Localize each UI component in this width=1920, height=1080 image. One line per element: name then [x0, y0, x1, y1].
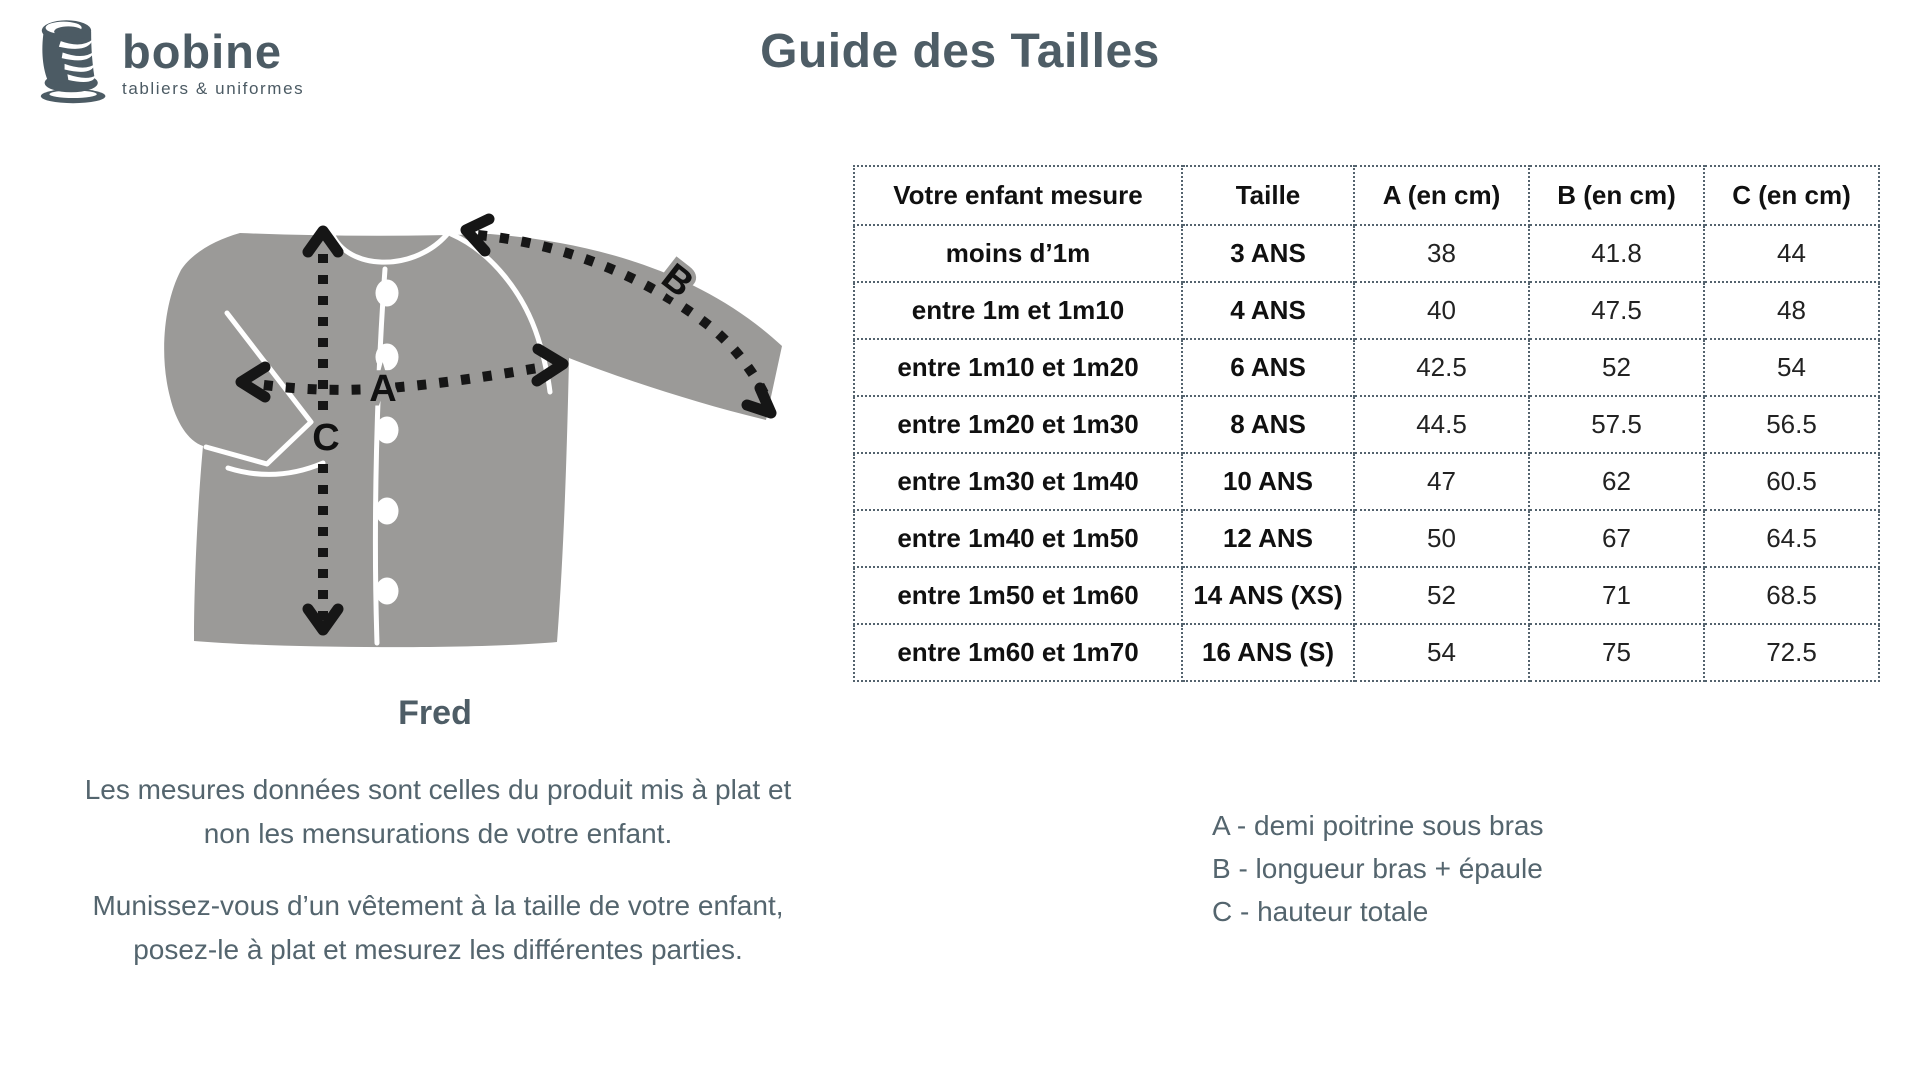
height-range-cell: entre 1m30 et 1m40	[853, 452, 1183, 511]
measure-value-cell: 56.5	[1703, 395, 1880, 454]
size-table-row: entre 1m60 et 1m70 16 ANS (S) 54 75 72.5	[853, 623, 1880, 682]
measure-value-cell: 47	[1353, 452, 1530, 511]
size-table-header-cell: Taille	[1181, 165, 1355, 226]
measure-value-cell: 68.5	[1703, 566, 1880, 625]
size-cell: 4 ANS	[1181, 281, 1355, 340]
height-range-cell: entre 1m60 et 1m70	[853, 623, 1183, 682]
size-cell: 8 ANS	[1181, 395, 1355, 454]
measure-value-cell: 48	[1703, 281, 1880, 340]
measure-value-cell: 72.5	[1703, 623, 1880, 682]
measure-value-cell: 52	[1353, 566, 1530, 625]
size-cell: 16 ANS (S)	[1181, 623, 1355, 682]
measure-label-c: C	[312, 417, 339, 459]
size-table-row: moins d’1m 3 ANS 38 41.8 44	[853, 224, 1880, 283]
measure-value-cell: 75	[1528, 623, 1705, 682]
button-icon	[375, 497, 399, 525]
note-flat-measures: Les mesures données sont celles du produ…	[84, 774, 792, 849]
button-icon	[375, 577, 399, 605]
brand-logo: bobine tabliers & uniformes	[38, 16, 304, 106]
product-name: Fred	[398, 694, 472, 732]
size-table-header-row: Votre enfant mesure Taille A (en cm) B (en …	[853, 165, 1880, 226]
height-range-cell: entre 1m20 et 1m30	[853, 395, 1183, 454]
size-cell: 3 ANS	[1181, 224, 1355, 283]
size-table-header-cell: Votre enfant mesure	[853, 165, 1183, 226]
measure-value-cell: 54	[1703, 338, 1880, 397]
page-title: Guide des Tailles	[760, 25, 1160, 78]
measure-value-cell: 57.5	[1528, 395, 1705, 454]
size-table-header-cell: A (en cm)	[1353, 165, 1530, 226]
measure-value-cell: 44.5	[1353, 395, 1530, 454]
size-table-row: entre 1m et 1m10 4 ANS 40 47.5 48	[853, 281, 1880, 340]
size-table-header-cell: B (en cm)	[1528, 165, 1705, 226]
legend-line-a: A - demi poitrine sous bras	[1212, 810, 1544, 841]
measuring-notes: Les mesures données sont celles du produ…	[28, 768, 848, 972]
size-table-row: entre 1m50 et 1m60 14 ANS (XS) 52 71 68.5	[853, 566, 1880, 625]
garment-silhouette	[164, 233, 782, 648]
arrow-right-icon	[531, 343, 569, 387]
measure-label-a: A	[369, 368, 396, 410]
measure-line-a	[241, 363, 539, 395]
button-icon	[375, 343, 399, 371]
measure-value-cell: 44	[1703, 224, 1880, 283]
measure-line-b	[477, 230, 772, 403]
size-table-row: entre 1m40 et 1m50 12 ANS 50 67 64.5	[853, 509, 1880, 568]
button-icon	[375, 279, 399, 307]
size-cell: 14 ANS (XS)	[1181, 566, 1355, 625]
measure-value-cell: 54	[1353, 623, 1530, 682]
measurement-legend: A - demi poitrine sous bras B - longueur…	[1212, 804, 1544, 933]
brand-tagline: tabliers & uniformes	[122, 79, 305, 98]
arrow-upleft-icon	[460, 213, 495, 257]
brand-text: bobine tabliers & uniformes	[122, 16, 304, 99]
arrow-left-icon	[235, 361, 271, 403]
size-table-row: entre 1m30 et 1m40 10 ANS 47 62 60.5	[853, 452, 1880, 511]
size-table-body: moins d’1m 3 ANS 38 41.8 44 entre 1m et 1m10 4…	[853, 224, 1880, 682]
arrow-down-icon	[302, 603, 344, 636]
height-range-cell: moins d’1m	[853, 224, 1183, 283]
measure-value-cell: 42.5	[1353, 338, 1530, 397]
size-cell: 12 ANS	[1181, 509, 1355, 568]
measure-value-cell: 50	[1353, 509, 1530, 568]
measure-value-cell: 47.5	[1528, 281, 1705, 340]
height-range-cell: entre 1m et 1m10	[853, 281, 1183, 340]
pocket-seam	[225, 460, 326, 477]
measure-value-cell: 41.8	[1528, 224, 1705, 283]
size-table-header-cell: C (en cm)	[1703, 165, 1880, 226]
measure-value-cell: 62	[1528, 452, 1705, 511]
arrow-up-icon	[302, 225, 344, 258]
measure-value-cell: 64.5	[1703, 509, 1880, 568]
measure-value-cell: 71	[1528, 566, 1705, 625]
thread-spool-icon	[40, 20, 106, 104]
size-table-row: entre 1m20 et 1m30 8 ANS 44.5 57.5 56.5	[853, 395, 1880, 454]
brand-name: bobine	[122, 25, 283, 78]
size-table-row: entre 1m10 et 1m20 6 ANS 42.5 52 54	[853, 338, 1880, 397]
height-range-cell: entre 1m50 et 1m60	[853, 566, 1183, 625]
measure-value-cell: 40	[1353, 281, 1530, 340]
size-table: Votre enfant mesure Taille A (en cm) B (en …	[853, 165, 1880, 682]
measure-value-cell: 67	[1528, 509, 1705, 568]
height-range-cell: entre 1m10 et 1m20	[853, 338, 1183, 397]
garment-diagram: A B C	[60, 150, 810, 670]
button-icon	[375, 416, 399, 444]
measure-value-cell: 38	[1353, 224, 1530, 283]
legend-line-b: B - longueur bras + épaule	[1212, 853, 1543, 884]
size-cell: 6 ANS	[1181, 338, 1355, 397]
measure-value-cell: 60.5	[1703, 452, 1880, 511]
button-row	[375, 279, 399, 605]
legend-line-c: C - hauteur totale	[1212, 896, 1429, 927]
measure-value-cell: 52	[1528, 338, 1705, 397]
size-cell: 10 ANS	[1181, 452, 1355, 511]
arrow-downright-icon	[741, 382, 777, 419]
note-compare-garment: Munissez-vous d’un vêtement à la taille …	[92, 890, 784, 965]
height-range-cell: entre 1m40 et 1m50	[853, 509, 1183, 568]
